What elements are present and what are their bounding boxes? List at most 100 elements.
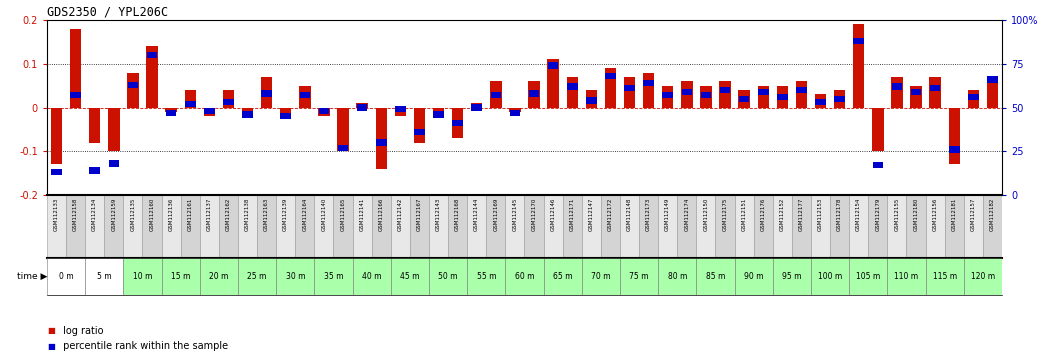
Bar (319, 108, 329, 114)
Bar (300, 92, 311, 98)
Bar (929, 77, 941, 108)
Text: GSM112137: GSM112137 (207, 198, 212, 231)
Bar (586, 97, 597, 104)
Bar (89, 108, 101, 143)
Bar (50, 108, 62, 164)
Bar (738, 96, 749, 102)
Text: GSM112168: GSM112168 (455, 198, 461, 231)
Bar (605, 73, 616, 79)
Text: GSM112176: GSM112176 (761, 198, 766, 231)
Bar (222, 90, 234, 108)
Bar (204, 108, 215, 116)
Bar (394, 108, 406, 116)
Bar (624, 85, 635, 91)
Text: 10 m: 10 m (133, 272, 152, 281)
Bar (147, 52, 157, 58)
Bar (796, 87, 807, 93)
Bar (872, 108, 883, 151)
Bar (376, 139, 386, 145)
Text: 115 m: 115 m (933, 272, 957, 281)
Bar (658, 195, 678, 258)
Text: 50 m: 50 m (438, 272, 457, 281)
Text: GSM112166: GSM112166 (379, 198, 384, 231)
Text: GSM112162: GSM112162 (226, 198, 231, 231)
Bar (548, 59, 559, 108)
Text: GSM112143: GSM112143 (436, 198, 441, 231)
Text: GSM112180: GSM112180 (914, 198, 919, 231)
Text: GSM112156: GSM112156 (933, 198, 938, 231)
Bar (70, 29, 82, 108)
Text: GSM112165: GSM112165 (341, 198, 345, 231)
Text: GSM112170: GSM112170 (532, 198, 536, 231)
Bar (128, 82, 138, 88)
Bar (219, 195, 238, 258)
Text: GSM112136: GSM112136 (169, 198, 174, 231)
Bar (146, 46, 157, 108)
Text: GSM112169: GSM112169 (493, 198, 498, 231)
Text: GSM112144: GSM112144 (474, 198, 479, 231)
Bar (715, 195, 734, 258)
Bar (413, 108, 425, 143)
Bar (701, 86, 711, 108)
Bar (658, 258, 697, 295)
Bar (238, 258, 276, 295)
Text: 80 m: 80 m (667, 272, 687, 281)
Text: GSM112181: GSM112181 (951, 198, 957, 231)
Bar (296, 195, 315, 258)
Bar (334, 195, 352, 258)
Bar (143, 195, 162, 258)
Bar (892, 84, 902, 90)
Bar (543, 195, 562, 258)
Bar (582, 258, 620, 295)
Bar (199, 258, 238, 295)
Bar (562, 195, 582, 258)
Text: GSM112152: GSM112152 (779, 198, 785, 231)
Bar (796, 81, 807, 108)
Bar (199, 195, 219, 258)
Text: GSM112167: GSM112167 (416, 198, 422, 231)
Text: GSM112175: GSM112175 (723, 198, 728, 231)
Text: 100 m: 100 m (818, 272, 842, 281)
Text: percentile rank within the sample: percentile rank within the sample (60, 341, 228, 351)
Bar (929, 85, 940, 91)
Bar (109, 160, 120, 167)
Bar (506, 258, 543, 295)
Bar (967, 90, 979, 108)
Bar (566, 77, 578, 108)
Bar (604, 68, 616, 108)
Bar (509, 108, 520, 112)
Bar (205, 108, 215, 114)
Bar (682, 89, 692, 95)
Bar (777, 94, 788, 100)
Bar (242, 112, 253, 118)
Bar (104, 195, 124, 258)
Text: GSM112154: GSM112154 (856, 198, 861, 231)
Bar (773, 195, 792, 258)
Bar (510, 110, 520, 116)
Bar (391, 195, 410, 258)
Bar (467, 258, 506, 295)
Text: 15 m: 15 m (171, 272, 190, 281)
Bar (620, 258, 658, 295)
Bar (964, 258, 1002, 295)
Text: GSM112150: GSM112150 (704, 198, 708, 231)
Text: 60 m: 60 m (515, 272, 534, 281)
Bar (850, 195, 869, 258)
Bar (315, 258, 352, 295)
Text: GSM112174: GSM112174 (684, 198, 689, 231)
Bar (257, 195, 276, 258)
Text: time ▶: time ▶ (17, 272, 47, 281)
Bar (410, 195, 429, 258)
Text: GDS2350 / YPL206C: GDS2350 / YPL206C (47, 6, 168, 19)
Text: GSM112161: GSM112161 (188, 198, 193, 231)
Text: 0 m: 0 m (59, 272, 73, 281)
Text: 55 m: 55 m (476, 272, 496, 281)
Bar (47, 258, 85, 295)
Text: GSM112145: GSM112145 (513, 198, 517, 231)
Bar (773, 258, 811, 295)
Bar (276, 258, 315, 295)
Bar (792, 195, 811, 258)
Bar (124, 195, 143, 258)
Bar (925, 195, 945, 258)
Bar (681, 81, 692, 108)
